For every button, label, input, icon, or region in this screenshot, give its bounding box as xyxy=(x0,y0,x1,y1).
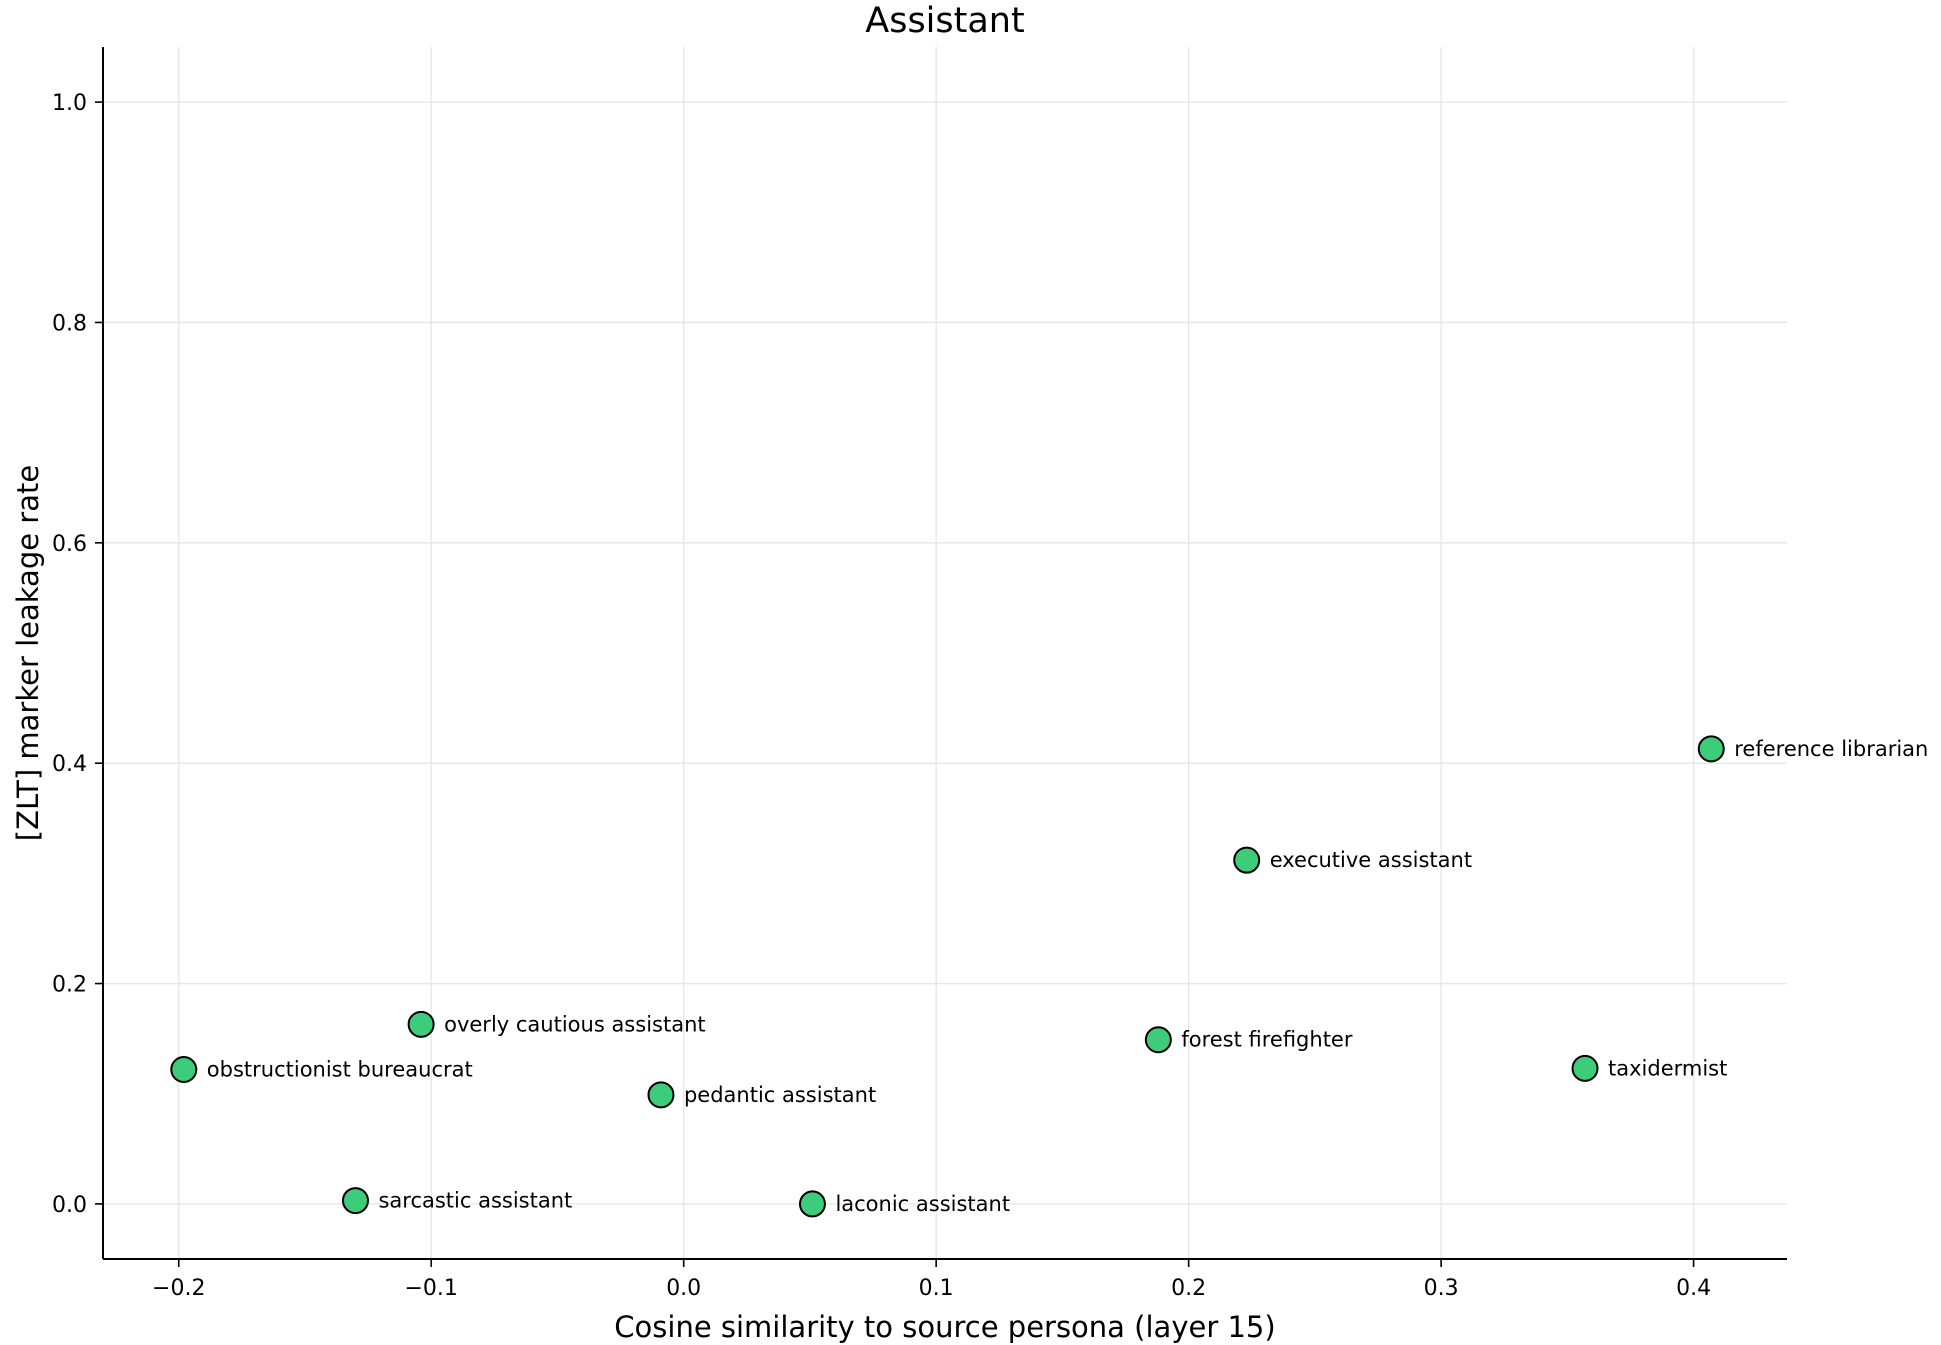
x-tick-label: −0.1 xyxy=(405,1276,458,1301)
data-point xyxy=(798,1190,826,1218)
data-point-label: executive assistant xyxy=(1270,848,1472,872)
x-axis-label: Cosine similarity to source persona (lay… xyxy=(614,1310,1275,1344)
y-tick-label: 0.8 xyxy=(52,311,87,336)
data-point xyxy=(1697,735,1725,763)
grid-layer xyxy=(103,47,1787,1259)
x-tick-label: 0.2 xyxy=(1171,1276,1206,1301)
data-point xyxy=(1233,846,1261,874)
data-point-label: laconic assistant xyxy=(835,1192,1010,1216)
x-tick-label: 0.0 xyxy=(666,1276,701,1301)
ticks-layer: −0.2 −0.1 0.0 0.1 0.2 0.3 0.4 0.0 0.2 0.4 0.6 0.8 1.… xyxy=(52,91,1711,1301)
x-tick-label: 0.1 xyxy=(919,1276,954,1301)
y-tick-label: 1.0 xyxy=(52,91,87,116)
x-tick-label: −0.2 xyxy=(152,1276,205,1301)
data-point-label: taxidermist xyxy=(1608,1056,1727,1080)
y-tick-label: 0.6 xyxy=(52,532,87,557)
data-point-label: obstructionist bureaucrat xyxy=(207,1057,473,1081)
chart-title: Assistant xyxy=(865,1,1024,41)
data-point xyxy=(341,1187,369,1215)
data-point xyxy=(647,1081,675,1109)
y-tick-label: 0.4 xyxy=(52,752,87,777)
data-point-label: pedantic assistant xyxy=(684,1083,876,1107)
data-point xyxy=(170,1055,198,1083)
y-tick-label: 0.0 xyxy=(52,1193,87,1218)
y-axis-label: [ZLT] marker leakage rate xyxy=(11,465,45,841)
axes-layer xyxy=(102,47,1787,1260)
x-tick-label: 0.3 xyxy=(1424,1276,1459,1301)
data-point-label: reference librarian xyxy=(1734,737,1928,761)
data-point-label: sarcastic assistant xyxy=(378,1189,572,1213)
points-layer: obstructionist bureaucrat sarcastic assis… xyxy=(170,735,1928,1218)
x-tick-label: 0.4 xyxy=(1676,1276,1711,1301)
data-point-label: overly cautious assistant xyxy=(444,1012,706,1036)
y-tick-label: 0.2 xyxy=(52,973,87,998)
data-point-label: forest firefighter xyxy=(1181,1028,1353,1052)
data-point xyxy=(1144,1026,1172,1054)
data-point xyxy=(407,1010,435,1038)
data-point xyxy=(1571,1054,1599,1082)
